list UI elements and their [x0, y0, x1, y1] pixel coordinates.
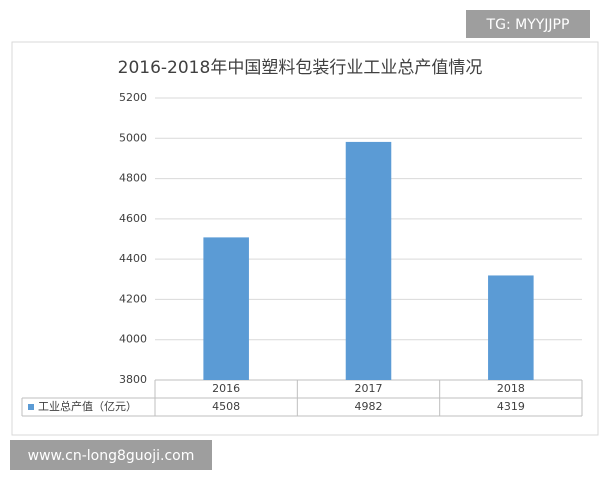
y-tick-label: 4400: [119, 252, 147, 265]
y-tick-label: 4800: [119, 172, 147, 185]
legend-label: 工业总产值（亿元）: [38, 399, 137, 413]
table-value: 4982: [355, 400, 383, 413]
y-tick-label: 4200: [119, 292, 147, 305]
watermark-box: [10, 440, 212, 470]
y-tick-label: 5000: [119, 131, 147, 144]
watermark: www.cn-long8guoji.com: [28, 448, 195, 464]
y-tick-label: 4000: [119, 333, 147, 346]
bar: [488, 275, 534, 380]
table-value: 4508: [212, 400, 240, 413]
chart-title: 2016-2018年中国塑料包装行业工业总产值情况: [118, 58, 483, 78]
watermark: TG: MYYJJPP: [486, 17, 570, 33]
y-tick-label: 3800: [119, 373, 147, 386]
watermark-box: [466, 10, 590, 38]
bar: [203, 237, 249, 380]
y-tick-label: 4600: [119, 212, 147, 225]
legend-swatch: [28, 404, 34, 410]
x-tick-label: 2017: [355, 382, 383, 395]
bar: [345, 141, 392, 380]
x-tick-label: 2018: [497, 382, 525, 395]
y-tick-label: 5200: [119, 91, 147, 104]
x-tick-label: 2016: [212, 382, 240, 395]
table-value: 4319: [497, 400, 525, 413]
